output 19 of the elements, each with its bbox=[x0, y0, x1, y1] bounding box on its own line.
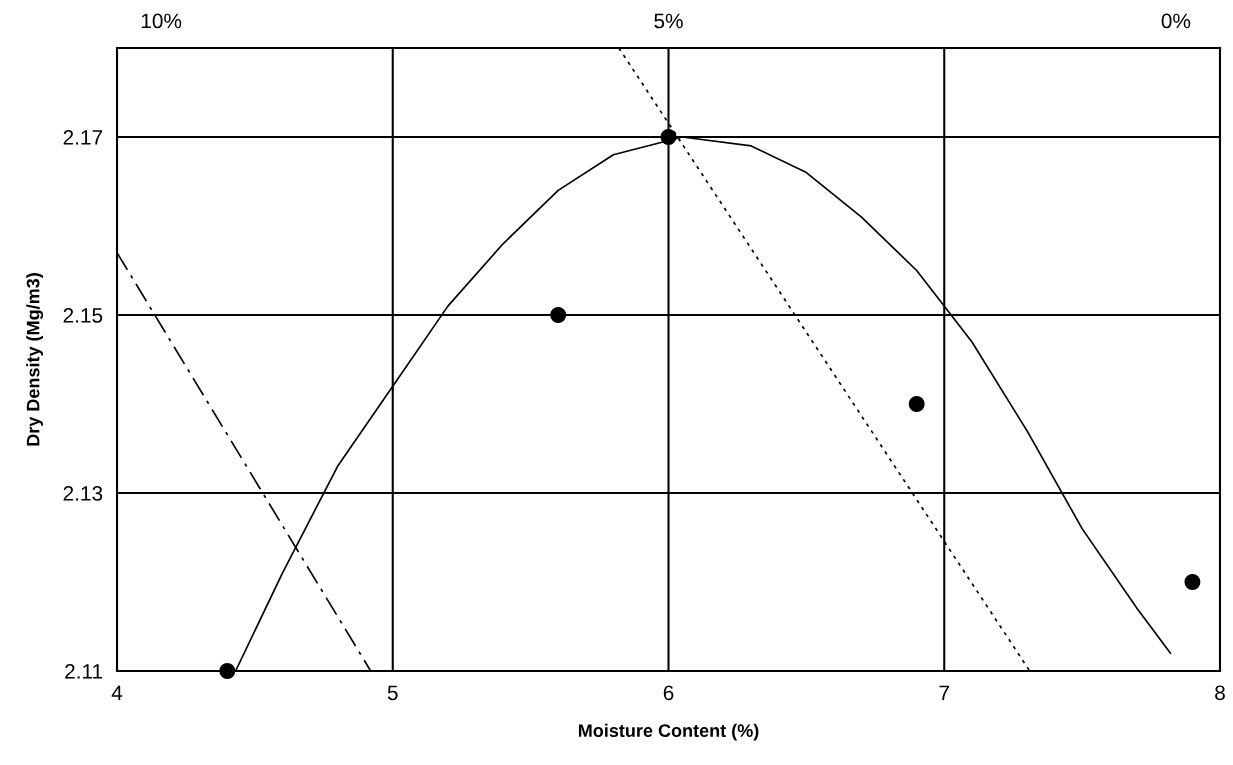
y-tick-label: 2.13 bbox=[63, 486, 103, 501]
text: 10% bbox=[141, 13, 182, 29]
point bbox=[219, 663, 236, 679]
x-tick-label: 6 bbox=[663, 685, 674, 701]
y-tick-label: 2.11 bbox=[65, 664, 103, 679]
text: 5% bbox=[654, 13, 683, 29]
x-axis-title: Moisture Content (%) bbox=[578, 723, 759, 741]
text: 0% bbox=[1161, 13, 1191, 29]
x-tick-label: 5 bbox=[387, 685, 398, 701]
y-tick-label: 2.17 bbox=[63, 130, 103, 145]
x-tick-label: 4 bbox=[111, 685, 123, 700]
x-tick-label: 7 bbox=[939, 685, 949, 700]
point bbox=[660, 129, 677, 145]
point bbox=[550, 307, 567, 323]
y-tick-label: 2.15 bbox=[63, 308, 103, 323]
y-axis-title: Dry Density (Mg/m3) bbox=[26, 273, 44, 446]
point bbox=[1184, 574, 1201, 590]
point bbox=[908, 396, 925, 412]
x-tick-label: 8 bbox=[1215, 685, 1225, 701]
